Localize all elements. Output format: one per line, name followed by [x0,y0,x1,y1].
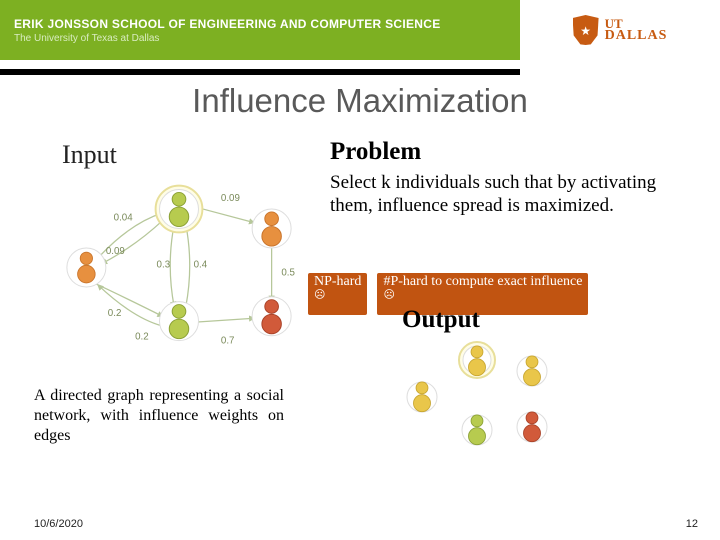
badge-text: NP-hard [314,274,361,289]
edge-weight: 0.04 [114,213,134,224]
edge-weight: 0.7 [221,336,235,347]
problem-heading: Problem [330,138,700,166]
logo-text-dallas: DALLAS [605,30,668,43]
slide: ERIK JONSSON SCHOOL OF ENGINEERING AND C… [0,0,720,540]
input-caption: A directed graph representing a social n… [34,386,284,446]
left-column: Input [62,140,322,170]
edge-weight: 0.2 [135,332,149,343]
output-network-graph [392,335,562,455]
edge-weight: 0.3 [157,260,171,271]
input-heading: Input [62,140,322,170]
complexity-badges: NP-hard ☹ #P-hard to compute exact influ… [308,273,708,315]
header-school: ERIK JONSSON SCHOOL OF ENGINEERING AND C… [14,17,506,31]
header-left: ERIK JONSSON SCHOOL OF ENGINEERING AND C… [0,0,520,60]
edge-weight: 0.09 [221,193,240,204]
edge-weight: 0.2 [108,308,122,319]
edge-weight: 0.4 [194,260,208,271]
problem-text: Select k individuals such that by activa… [330,172,700,218]
edge-weight: 0.5 [281,267,295,278]
texas-shape-icon: ★ [573,15,599,45]
np-hard-badge: NP-hard ☹ [308,273,367,315]
header-divider [0,60,720,84]
slide-title: Influence Maximization [0,82,720,120]
slide-header: ERIK JONSSON SCHOOL OF ENGINEERING AND C… [0,0,720,60]
input-network-graph: 0.04 0.09 0.2 0.2 0.3 0.4 0.09 0.7 0.5 [34,170,324,365]
footer-date: 10/6/2020 [34,518,83,530]
badge-text: #P-hard to compute exact influence [383,274,582,289]
edge-weight: 0.09 [106,246,125,257]
sad-face-icon: ☹ [314,290,361,302]
header-university: The University of Texas at Dallas [14,33,506,44]
header-right: ★ UT DALLAS [520,0,720,60]
right-column: Problem Select k individuals such that b… [330,138,700,218]
output-heading: Output [402,306,480,334]
sad-face-icon: ☹ [383,290,582,302]
utd-logo: ★ UT DALLAS [573,15,668,45]
footer-page-number: 12 [686,518,698,530]
